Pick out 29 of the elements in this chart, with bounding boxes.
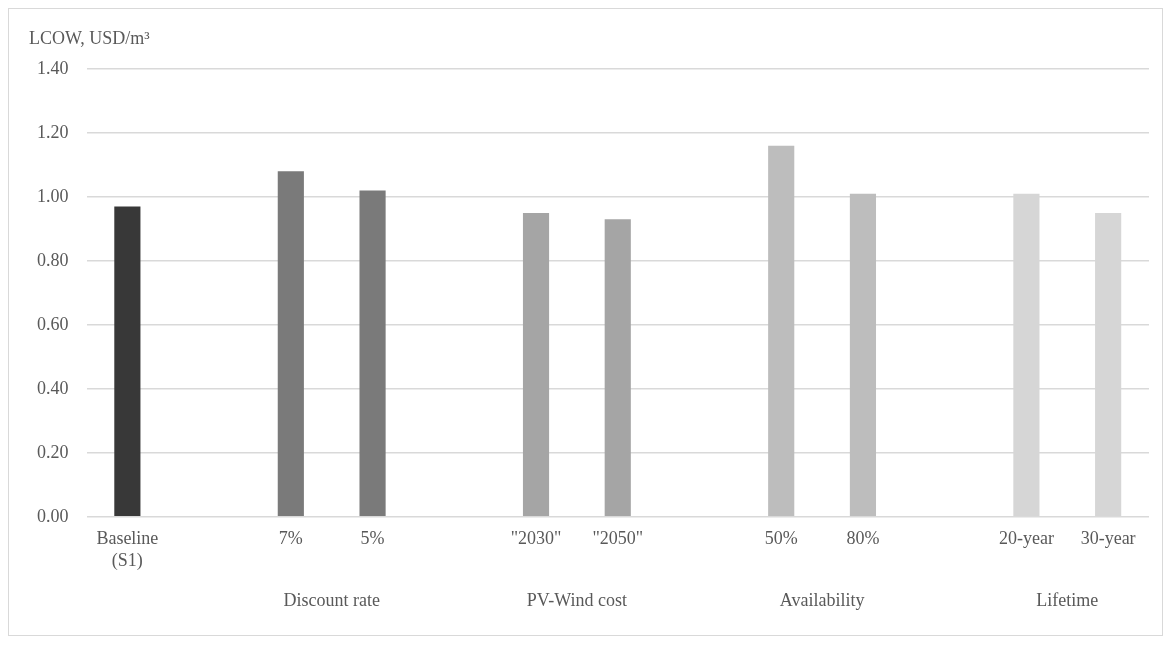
y-tick-label: 1.40 bbox=[37, 57, 69, 78]
x-tick-label: "2050" bbox=[592, 528, 644, 549]
y-tick-label: 1.20 bbox=[37, 121, 69, 142]
bar bbox=[849, 193, 877, 517]
bar bbox=[277, 171, 304, 517]
text: Discount rate bbox=[283, 589, 380, 610]
bar bbox=[604, 219, 631, 517]
x-tick-label: Baseline (S1) bbox=[96, 528, 159, 571]
text: PV-Wind cost bbox=[526, 589, 627, 610]
y-tick-label: 0.00 bbox=[37, 505, 69, 526]
text: Availability bbox=[779, 589, 865, 610]
y-tick-label: 1.00 bbox=[37, 185, 69, 206]
bar bbox=[522, 212, 550, 517]
y-tick-label: 0.60 bbox=[37, 313, 69, 334]
x-tick-label: 30-year bbox=[1080, 528, 1136, 549]
y-tick-label: 0.20 bbox=[37, 441, 69, 462]
y-tick-label: 0.80 bbox=[37, 249, 69, 270]
x-tick-label: 20-year bbox=[998, 528, 1054, 549]
x-tick-label: 50% bbox=[764, 528, 798, 549]
x-tick-label: 80% bbox=[846, 528, 880, 549]
x-tick-label: 7% bbox=[278, 528, 303, 549]
bar bbox=[359, 190, 386, 517]
y-tick-label: 0.40 bbox=[37, 377, 69, 398]
x-tick-label: "2030" bbox=[510, 528, 562, 549]
bar bbox=[768, 145, 795, 517]
text: Lifetime bbox=[1036, 589, 1099, 610]
x-tick-label: 5% bbox=[360, 528, 385, 549]
bar bbox=[114, 206, 141, 517]
y-axis-title: LCOW, USD/m³ bbox=[29, 27, 151, 48]
